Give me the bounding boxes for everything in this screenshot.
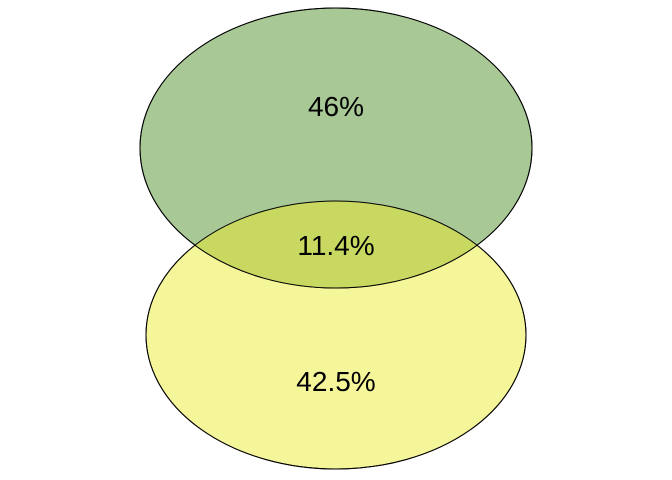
label-top-only: 46% bbox=[308, 91, 364, 122]
set-bottom-outline bbox=[145, 200, 527, 470]
label-bottom-only: 42.5% bbox=[296, 366, 375, 397]
intersection-region bbox=[146, 201, 526, 288]
label-intersection: 11.4% bbox=[297, 230, 374, 261]
set-top-outline bbox=[139, 7, 533, 289]
